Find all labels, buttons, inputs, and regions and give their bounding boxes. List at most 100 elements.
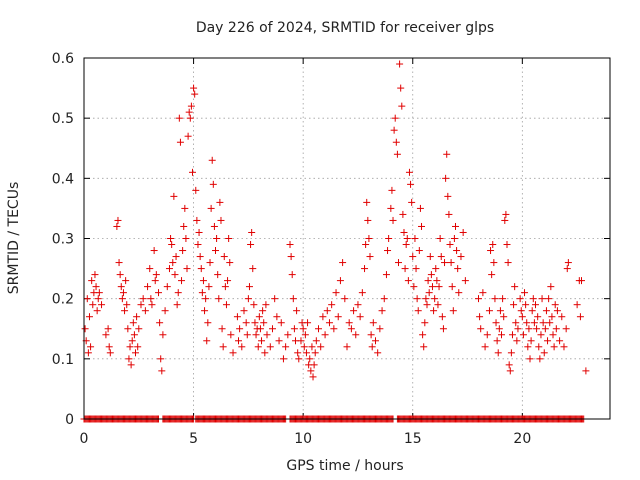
data-point bbox=[175, 114, 183, 122]
data-point bbox=[226, 259, 234, 267]
data-point bbox=[365, 235, 373, 242]
data-point bbox=[517, 307, 525, 315]
data-point bbox=[558, 313, 566, 321]
data-point bbox=[461, 277, 469, 285]
data-point bbox=[210, 222, 218, 230]
data-point bbox=[496, 307, 504, 315]
data-point bbox=[219, 343, 227, 351]
data-point bbox=[407, 180, 415, 188]
data-point bbox=[263, 331, 271, 339]
data-point bbox=[352, 331, 360, 339]
data-point bbox=[179, 247, 187, 255]
data-point bbox=[530, 319, 538, 327]
data-point bbox=[382, 271, 390, 279]
data-point bbox=[289, 295, 297, 303]
data-point bbox=[424, 277, 432, 285]
data-point bbox=[433, 277, 441, 285]
data-point bbox=[105, 343, 113, 351]
data-point bbox=[411, 235, 419, 242]
data-point bbox=[419, 331, 427, 339]
data-point bbox=[548, 313, 556, 321]
data-point bbox=[421, 319, 429, 327]
data-point bbox=[187, 102, 195, 110]
data-point bbox=[364, 216, 372, 224]
data-point bbox=[443, 150, 451, 158]
data-point bbox=[441, 259, 449, 267]
data-point bbox=[118, 295, 126, 303]
data-point bbox=[380, 295, 388, 303]
data-point bbox=[251, 319, 259, 327]
data-point bbox=[399, 210, 407, 218]
data-point bbox=[339, 259, 347, 267]
data-point bbox=[307, 367, 315, 375]
data-point bbox=[405, 168, 413, 176]
data-point bbox=[258, 337, 266, 345]
x-tick-label: 0 bbox=[80, 431, 89, 447]
data-point bbox=[221, 283, 229, 291]
data-point bbox=[378, 307, 386, 315]
data-point bbox=[431, 295, 439, 303]
data-point bbox=[205, 283, 213, 291]
data-point bbox=[533, 325, 541, 333]
data-point bbox=[137, 301, 145, 309]
data-point bbox=[152, 271, 160, 279]
data-point bbox=[114, 216, 122, 224]
data-point bbox=[132, 349, 140, 357]
data-point bbox=[448, 283, 456, 291]
data-point bbox=[201, 307, 209, 315]
data-point bbox=[252, 331, 260, 339]
data-point bbox=[390, 126, 398, 134]
data-point bbox=[551, 301, 559, 309]
x-tick-label: 5 bbox=[189, 431, 198, 447]
data-point bbox=[208, 156, 216, 164]
data-point bbox=[435, 283, 443, 291]
data-point bbox=[204, 319, 212, 327]
data-point bbox=[499, 295, 507, 303]
data-point bbox=[432, 265, 440, 273]
data-point bbox=[334, 313, 342, 321]
data-point bbox=[240, 307, 248, 315]
data-point bbox=[430, 307, 438, 315]
data-point bbox=[446, 241, 454, 249]
data-point bbox=[217, 216, 225, 224]
data-point bbox=[159, 331, 167, 339]
data-point bbox=[308, 343, 316, 351]
data-point bbox=[404, 277, 412, 285]
data-point bbox=[176, 138, 184, 146]
data-point bbox=[354, 301, 362, 309]
data-point bbox=[294, 349, 302, 357]
y-tick-label: 0.4 bbox=[52, 171, 74, 187]
data-point bbox=[556, 337, 564, 345]
data-point bbox=[299, 325, 307, 333]
data-point bbox=[384, 247, 392, 255]
data-point bbox=[449, 307, 457, 315]
data-point bbox=[487, 247, 495, 255]
data-point bbox=[514, 325, 522, 333]
data-point bbox=[190, 84, 198, 92]
data-point bbox=[254, 343, 262, 351]
data-point bbox=[275, 337, 283, 345]
data-point bbox=[188, 168, 196, 176]
data-point bbox=[243, 331, 251, 339]
data-point bbox=[396, 60, 404, 68]
data-point bbox=[393, 150, 401, 158]
data-point bbox=[476, 313, 484, 321]
data-point bbox=[147, 295, 155, 303]
data-point bbox=[494, 349, 502, 357]
y-tick-label: 0.1 bbox=[52, 352, 74, 368]
data-point bbox=[481, 343, 489, 351]
data-point bbox=[144, 283, 152, 291]
data-point bbox=[426, 253, 434, 261]
data-point bbox=[523, 319, 531, 327]
data-point bbox=[508, 331, 516, 339]
data-point bbox=[218, 325, 226, 333]
data-point bbox=[244, 295, 252, 303]
data-point bbox=[539, 319, 547, 327]
data-point bbox=[415, 247, 423, 255]
data-point bbox=[368, 343, 376, 351]
data-point bbox=[388, 186, 396, 194]
data-point bbox=[455, 289, 463, 297]
data-point bbox=[402, 241, 410, 249]
data-point bbox=[506, 367, 514, 375]
data-point bbox=[573, 301, 581, 309]
